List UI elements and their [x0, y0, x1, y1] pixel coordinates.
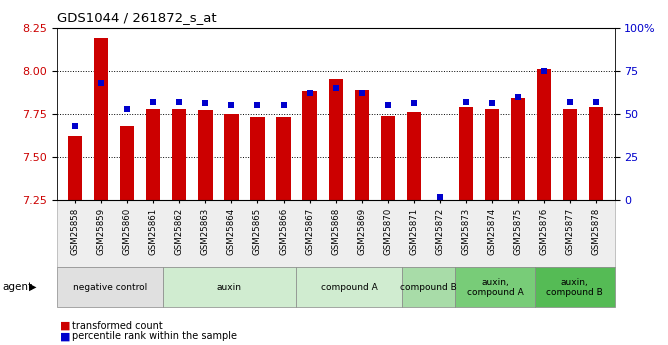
Bar: [381, 116, 395, 200]
Text: ■: ■: [60, 321, 71, 331]
Bar: [355, 90, 369, 200]
Text: auxin: auxin: [217, 283, 242, 292]
Bar: [485, 109, 499, 200]
Bar: [94, 38, 108, 200]
Bar: [511, 98, 525, 200]
Bar: [68, 136, 82, 200]
Text: compound A: compound A: [321, 283, 377, 292]
Bar: [329, 79, 343, 200]
Text: transformed count: transformed count: [72, 321, 163, 331]
Text: negative control: negative control: [73, 283, 147, 292]
Text: auxin,
compound A: auxin, compound A: [467, 277, 524, 297]
Bar: [459, 107, 473, 200]
Bar: [303, 91, 317, 200]
Text: ▶: ▶: [29, 282, 37, 292]
Bar: [563, 109, 577, 200]
Text: agent: agent: [3, 282, 33, 292]
Bar: [224, 114, 238, 200]
Bar: [277, 117, 291, 200]
Bar: [172, 109, 186, 200]
Bar: [120, 126, 134, 200]
Text: compound B: compound B: [400, 283, 457, 292]
Bar: [198, 110, 212, 200]
Bar: [537, 69, 551, 200]
Bar: [250, 117, 265, 200]
Text: percentile rank within the sample: percentile rank within the sample: [72, 332, 237, 341]
Bar: [589, 107, 603, 200]
Text: ■: ■: [60, 332, 71, 341]
Text: auxin,
compound B: auxin, compound B: [546, 277, 603, 297]
Bar: [407, 112, 421, 200]
Text: GDS1044 / 261872_s_at: GDS1044 / 261872_s_at: [57, 11, 216, 24]
Bar: [146, 109, 160, 200]
